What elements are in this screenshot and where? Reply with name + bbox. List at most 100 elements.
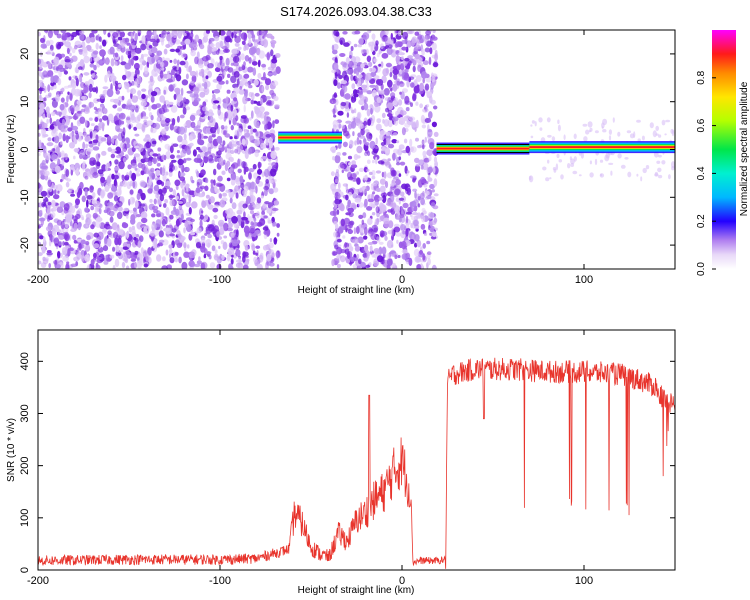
spectrogram-speckle [272,120,275,129]
spectrogram-speckle [178,172,186,177]
spectrogram-speckle [241,40,246,46]
spectrogram-speckle [92,139,99,144]
spectrogram-speckle [370,107,373,115]
spectrogram-speckle [338,225,344,234]
spectrogram-speckle [153,239,157,247]
spectrogram-speckle [218,40,225,48]
spectrogram-speckle [262,203,267,209]
spectrogram-speckle [151,205,159,211]
spectrogram-speckle [217,175,223,182]
spectrogram-speckle [337,182,341,190]
spectrogram-speckle [147,188,153,194]
spectrogram-speckle [246,129,250,133]
spectrogram-speckle [398,156,402,161]
spectrogram-speckle [113,195,119,202]
spectrogram-speckle [430,202,436,208]
spectrogram-speckle [169,59,173,63]
spectrogram-speckle [69,142,75,149]
spectrogram-speckle [169,154,175,159]
spectrogram-speckle [225,189,231,193]
spectrogram-speckle [378,63,382,67]
spectrogram-speckle [223,130,226,136]
spectrogram-speckle [41,201,46,208]
spectrogram-speckle [147,161,153,166]
spectrogram-speckle [211,46,215,53]
spectrogram-speckle [259,218,266,226]
spectrogram-speckle [75,167,80,177]
spectrogram-speckle [262,245,269,251]
spectrogram-speckle [39,235,44,240]
spectrogram-speckle [112,32,119,38]
spectrogram-faint-speckle [546,117,551,123]
spectrogram-speckle [192,43,198,49]
spectrogram-speckle [372,191,376,195]
spectrogram-speckle [415,213,423,219]
spectrogram-speckle [53,135,60,144]
spectrogram-speckle [232,117,237,126]
spectrogram-speckle [232,83,239,89]
spectrogram-speckle [385,161,390,166]
spectrogram-speckle [70,169,74,176]
spectrogram-speckle [239,86,243,90]
spectrogram-speckle [344,242,348,248]
spectrogram-speckle [74,75,78,81]
spectrogram-speckle [38,132,41,137]
spectrogram-speckle [342,70,347,79]
spectrogram-speckle [411,216,416,221]
spectrogram-speckle [192,149,197,157]
spectrogram-speckle [415,101,419,106]
spectrogram-speckle [261,210,265,216]
spectrogram-speckle [266,52,270,61]
spectrogram-speckle [223,235,228,239]
spectrogram-speckle [356,145,363,154]
spectrogram-speckle [419,103,423,109]
spectrogram-speckle [190,30,194,34]
spectrogram-speckle [387,158,391,162]
spectrogram-speckle [106,177,112,184]
spectrogram-speckle [386,240,394,249]
spectrogram-speckle [113,174,119,180]
spectrogram-speckle [220,34,226,41]
spectrogram-speckle [257,72,262,79]
spectrogram-speckle [381,171,385,178]
spectrogram-speckle [364,244,369,252]
spectrogram-speckle [412,178,416,183]
spectrogram-speckle [256,211,260,219]
spectrogram-speckle [228,242,233,249]
spectrogram-speckle [213,168,217,176]
spectrogram-speckle [45,226,52,232]
spectrogram-speckle [85,213,92,220]
spectrogram-x-tick-label: 0 [399,274,405,286]
spectrogram-speckle [75,213,81,220]
spectrogram-speckle [150,46,158,54]
spectrogram-speckle [420,114,425,124]
spectrogram-speckle [270,150,277,160]
spectrogram-speckle [223,70,227,76]
spectrogram-speckle [140,100,147,107]
spectrogram-speckle [156,243,160,248]
spectrogram-speckle [350,164,358,169]
spectrogram-speckle [350,74,354,81]
spectrogram-speckle [70,193,76,197]
spectrogram-speckle [81,195,87,203]
spectrogram-speckle [356,77,360,81]
spectrogram-speckle [378,90,385,95]
spectrogram-speckle [367,118,372,126]
spectrogram-speckle [176,150,180,154]
spectrogram-speckle [256,197,262,204]
spectrogram-faint-speckle [658,134,662,138]
spectrogram-speckle [266,208,272,214]
spectrogram-speckle [369,140,376,150]
spectrogram-faint-speckle [671,166,675,171]
spectrogram-speckle [86,235,91,241]
spectrogram-speckle [408,116,416,121]
spectrogram-speckle [169,48,176,53]
spectrogram-speckle [364,174,368,181]
spectrogram-faint-speckle [617,153,622,159]
spectrogram-speckle [95,264,101,269]
spectrogram-speckle [141,93,146,100]
spectrogram-faint-speckle [531,120,536,124]
spectrogram-faint-speckle [656,160,661,164]
spectrogram-speckle [380,43,384,50]
spectrogram-speckle [38,139,42,148]
